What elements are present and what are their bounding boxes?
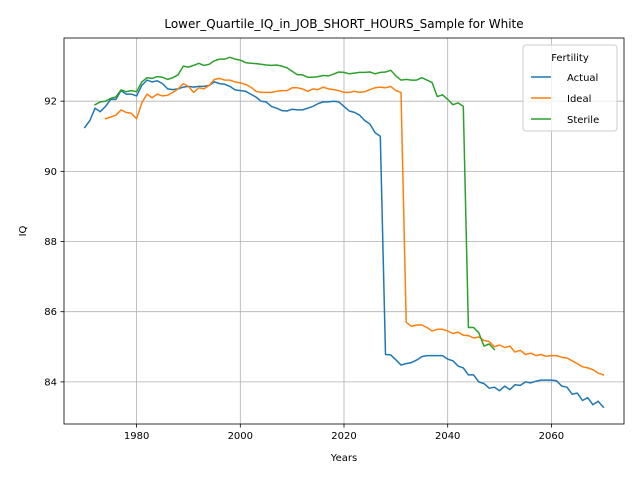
legend: Fertility Actual Ideal Sterile — [522, 44, 618, 132]
legend-label-actual: Actual — [567, 73, 598, 84]
y-axis-label: IQ — [18, 225, 29, 236]
legend-label-sterile: Sterile — [567, 115, 599, 126]
legend-box — [522, 44, 618, 132]
series-line-ideal — [104, 77, 605, 376]
y-tick-label: 88 — [44, 237, 57, 248]
series-line-actual — [83, 79, 605, 409]
y-tick-label: 92 — [44, 97, 57, 108]
chart-title: Lower_Quartile_IQ_in_JOB_SHORT_HOURS_Sam… — [164, 17, 523, 31]
legend-title: Fertility — [551, 53, 589, 64]
x-axis-label: Years — [330, 453, 357, 464]
series-line-sterile — [94, 56, 496, 351]
series-lines — [83, 56, 605, 409]
y-tick-label: 90 — [44, 167, 57, 178]
legend-label-ideal: Ideal — [567, 94, 591, 105]
x-tick-label: 1980 — [124, 431, 149, 442]
x-tick-label: 2040 — [435, 431, 460, 442]
y-tick-label: 84 — [44, 377, 57, 388]
y-tick-label: 86 — [44, 307, 57, 318]
x-tick-label: 2060 — [539, 431, 564, 442]
axis-ticks: 1980 2000 2020 2040 2060 84 86 88 90 92 — [44, 97, 564, 442]
x-tick-label: 2020 — [331, 431, 356, 442]
x-tick-label: 2000 — [228, 431, 253, 442]
